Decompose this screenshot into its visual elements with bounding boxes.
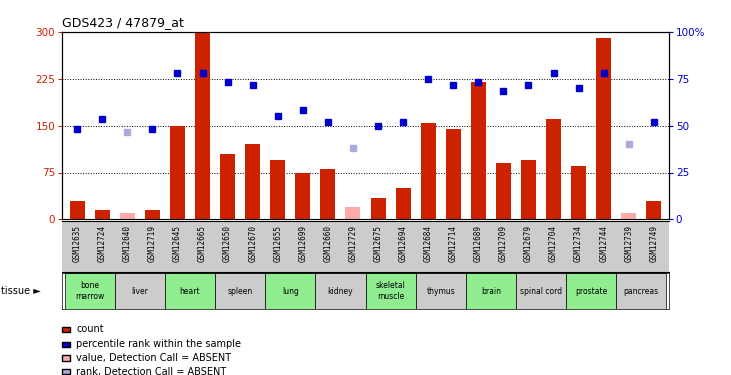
- Bar: [546, 119, 561, 219]
- Bar: [516, 273, 566, 309]
- Text: thymus: thymus: [426, 286, 455, 296]
- Text: bone
marrow: bone marrow: [75, 281, 105, 301]
- Text: GSM12704: GSM12704: [549, 225, 558, 262]
- Bar: [145, 210, 160, 219]
- Bar: [371, 198, 385, 219]
- Text: GSM12709: GSM12709: [499, 225, 508, 262]
- Text: GSM12734: GSM12734: [574, 225, 583, 262]
- Bar: [571, 166, 586, 219]
- Bar: [315, 273, 366, 309]
- Text: GSM12694: GSM12694: [398, 225, 408, 262]
- Text: GSM12645: GSM12645: [173, 225, 182, 262]
- Text: spinal cord: spinal cord: [520, 286, 562, 296]
- Bar: [165, 273, 215, 309]
- Text: GSM12724: GSM12724: [98, 225, 107, 262]
- Text: GSM12744: GSM12744: [599, 225, 608, 262]
- Text: GDS423 / 47879_at: GDS423 / 47879_at: [62, 16, 184, 29]
- Bar: [366, 273, 416, 309]
- Text: GSM12739: GSM12739: [624, 225, 633, 262]
- Bar: [621, 213, 636, 219]
- Text: GSM12670: GSM12670: [249, 225, 257, 262]
- Bar: [115, 273, 165, 309]
- Text: prostate: prostate: [575, 286, 607, 296]
- Bar: [346, 207, 360, 219]
- Text: GSM12679: GSM12679: [524, 225, 533, 262]
- Bar: [120, 213, 135, 219]
- Bar: [170, 126, 185, 219]
- Text: GSM12749: GSM12749: [649, 225, 659, 262]
- Text: lung: lung: [282, 286, 299, 296]
- Text: brain: brain: [481, 286, 501, 296]
- Bar: [416, 273, 466, 309]
- Text: GSM12655: GSM12655: [273, 225, 282, 262]
- Bar: [471, 82, 486, 219]
- Text: GSM12660: GSM12660: [323, 225, 333, 262]
- Text: count: count: [76, 324, 104, 334]
- Text: GSM12729: GSM12729: [349, 225, 357, 262]
- Bar: [245, 144, 260, 219]
- Bar: [270, 160, 285, 219]
- Bar: [616, 273, 667, 309]
- Text: GSM12699: GSM12699: [298, 225, 307, 262]
- Bar: [395, 188, 411, 219]
- Bar: [446, 129, 461, 219]
- Bar: [496, 163, 511, 219]
- Bar: [95, 210, 110, 219]
- Bar: [566, 273, 616, 309]
- Text: pancreas: pancreas: [624, 286, 659, 296]
- Bar: [466, 273, 516, 309]
- Bar: [295, 172, 311, 219]
- Bar: [220, 154, 235, 219]
- Text: GSM12689: GSM12689: [474, 225, 482, 262]
- Bar: [64, 273, 115, 309]
- Text: percentile rank within the sample: percentile rank within the sample: [76, 339, 241, 349]
- Text: GSM12665: GSM12665: [198, 225, 207, 262]
- Text: GSM12635: GSM12635: [72, 225, 82, 262]
- Text: GSM12714: GSM12714: [449, 225, 458, 262]
- Text: rank, Detection Call = ABSENT: rank, Detection Call = ABSENT: [76, 367, 227, 375]
- Text: GSM12640: GSM12640: [123, 225, 132, 262]
- Bar: [596, 38, 611, 219]
- Bar: [195, 32, 210, 219]
- Bar: [521, 160, 536, 219]
- Text: skeletal
muscle: skeletal muscle: [376, 281, 406, 301]
- Text: liver: liver: [132, 286, 148, 296]
- Bar: [420, 123, 436, 219]
- Text: heart: heart: [180, 286, 200, 296]
- Text: kidney: kidney: [327, 286, 353, 296]
- Bar: [265, 273, 315, 309]
- Text: GSM12675: GSM12675: [374, 225, 382, 262]
- Bar: [69, 201, 85, 219]
- Text: GSM12650: GSM12650: [223, 225, 232, 262]
- Text: value, Detection Call = ABSENT: value, Detection Call = ABSENT: [76, 353, 231, 363]
- Text: tissue ►: tissue ►: [1, 286, 41, 296]
- Text: GSM12684: GSM12684: [424, 225, 433, 262]
- Bar: [215, 273, 265, 309]
- Bar: [320, 170, 336, 219]
- Text: GSM12719: GSM12719: [148, 225, 157, 262]
- Bar: [646, 201, 662, 219]
- Text: spleen: spleen: [227, 286, 253, 296]
